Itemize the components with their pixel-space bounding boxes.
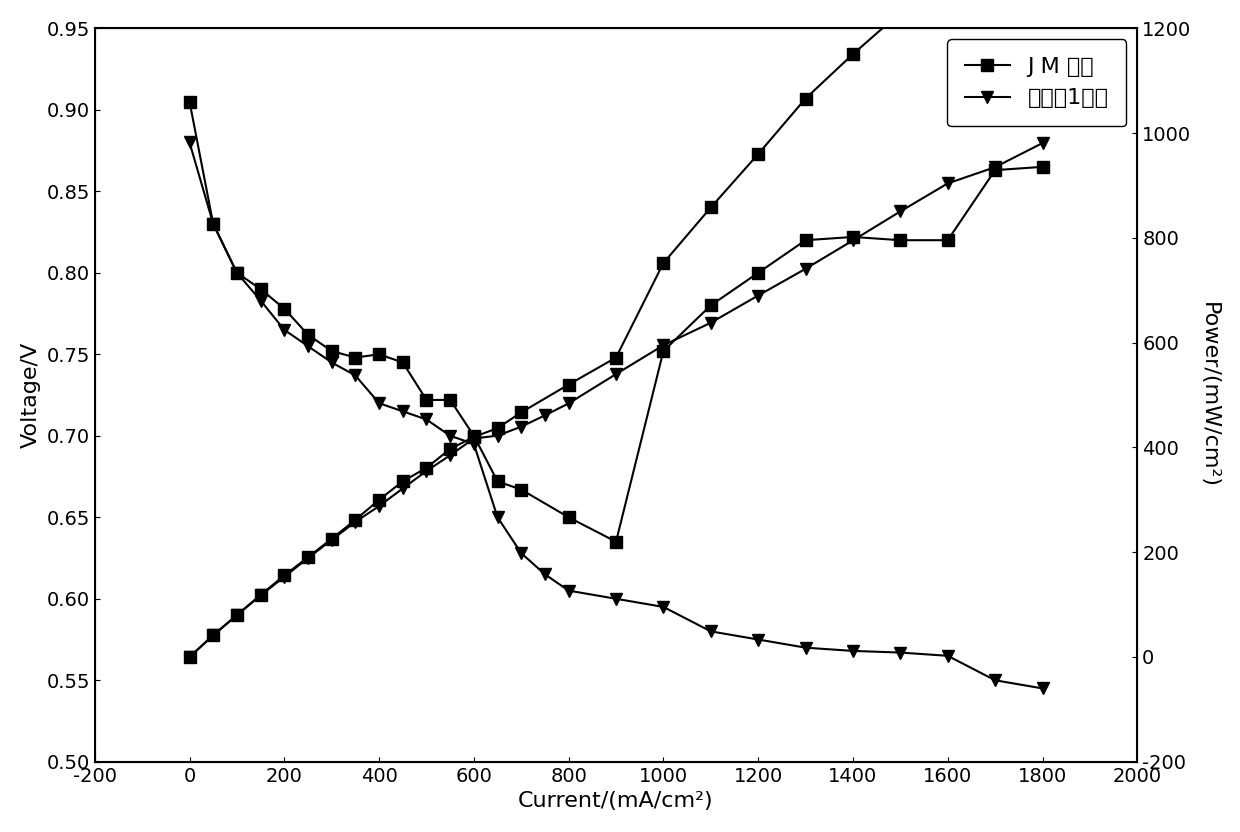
实施例1制得 [277, 324, 291, 334]
实施例1制得 [846, 646, 861, 656]
Y-axis label: Power/(mW/cm²): Power/(mW/cm²) [1199, 302, 1219, 488]
J M 产品 [893, 235, 908, 245]
实施例1制得 [419, 414, 434, 424]
实施例1制得 [229, 268, 244, 278]
J M 产品 [206, 219, 221, 229]
J M 产品 [1035, 162, 1050, 172]
实施例1制得 [324, 358, 339, 368]
实施例1制得 [656, 602, 671, 612]
实施例1制得 [206, 219, 221, 229]
实施例1制得 [750, 635, 765, 645]
X-axis label: Current/(mA/cm²): Current/(mA/cm²) [518, 791, 714, 811]
实施例1制得 [348, 370, 363, 380]
Line: J M 产品: J M 产品 [184, 97, 1048, 547]
实施例1制得 [609, 594, 624, 604]
实施例1制得 [537, 569, 552, 579]
J M 产品 [703, 300, 718, 310]
J M 产品 [324, 346, 339, 356]
实施例1制得 [1035, 683, 1050, 693]
J M 产品 [466, 431, 481, 441]
实施例1制得 [703, 626, 718, 636]
J M 产品 [182, 97, 197, 106]
J M 产品 [300, 329, 315, 339]
实施例1制得 [988, 676, 1003, 686]
实施例1制得 [490, 513, 505, 522]
Legend: J M 产品, 实施例1制得: J M 产品, 实施例1制得 [947, 39, 1126, 126]
J M 产品 [253, 284, 268, 294]
J M 产品 [656, 346, 671, 356]
实施例1制得 [443, 431, 458, 441]
J M 产品 [372, 349, 387, 359]
实施例1制得 [396, 406, 410, 416]
实施例1制得 [253, 295, 268, 305]
实施例1制得 [562, 586, 577, 596]
J M 产品 [419, 395, 434, 405]
J M 产品 [609, 537, 624, 547]
实施例1制得 [466, 439, 481, 449]
J M 产品 [513, 484, 528, 494]
实施例1制得 [940, 651, 955, 661]
J M 产品 [562, 513, 577, 522]
实施例1制得 [893, 647, 908, 657]
J M 产品 [750, 268, 765, 278]
实施例1制得 [372, 399, 387, 409]
J M 产品 [988, 165, 1003, 175]
J M 产品 [348, 353, 363, 363]
J M 产品 [277, 304, 291, 314]
J M 产品 [443, 395, 458, 405]
实施例1制得 [300, 341, 315, 351]
Line: 实施例1制得: 实施例1制得 [184, 137, 1048, 694]
实施例1制得 [182, 137, 197, 147]
实施例1制得 [513, 548, 528, 558]
J M 产品 [229, 268, 244, 278]
J M 产品 [396, 358, 410, 368]
实施例1制得 [799, 642, 813, 652]
J M 产品 [490, 477, 505, 487]
J M 产品 [846, 232, 861, 242]
Y-axis label: Voltage/V: Voltage/V [21, 342, 41, 448]
J M 产品 [940, 235, 955, 245]
J M 产品 [799, 235, 813, 245]
